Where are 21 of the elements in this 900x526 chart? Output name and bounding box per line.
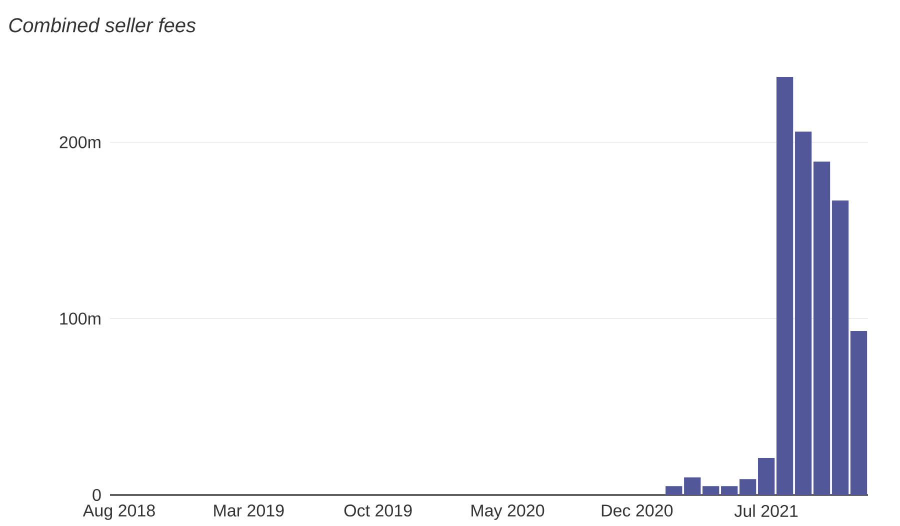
x-tick-label: Mar 2019 bbox=[214, 504, 284, 517]
bar bbox=[666, 486, 682, 495]
bar bbox=[832, 200, 849, 495]
y-tick-label: 0 bbox=[92, 488, 101, 502]
x-tick-label: Oct 2019 bbox=[344, 504, 412, 517]
bar bbox=[813, 162, 830, 495]
bar bbox=[850, 330, 868, 495]
bar bbox=[721, 486, 738, 495]
y-tick-label: 100m bbox=[60, 312, 100, 325]
bar bbox=[758, 458, 775, 495]
bar bbox=[776, 76, 794, 495]
x-tick-label: May 2020 bbox=[472, 504, 544, 520]
bar bbox=[684, 477, 701, 495]
x-tick-label: Jul 2021 bbox=[734, 504, 798, 518]
x-tick-label: Dec 2020 bbox=[602, 504, 673, 517]
x-tick-label: Aug 2018 bbox=[82, 504, 155, 520]
bar bbox=[794, 132, 812, 495]
chart-subtitle: Combined seller fees bbox=[9, 18, 196, 32]
y-tick-label: 200m bbox=[60, 136, 100, 148]
bar bbox=[702, 486, 720, 495]
bar bbox=[740, 479, 756, 495]
